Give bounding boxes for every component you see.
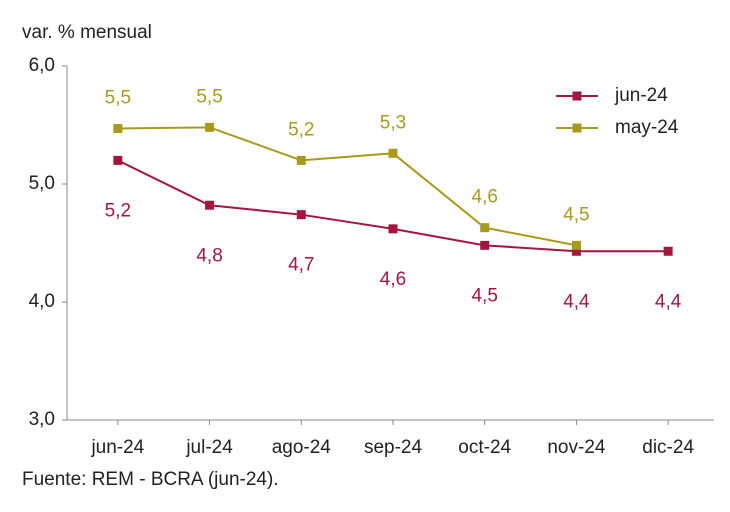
- data-point: [296, 155, 306, 165]
- legend-label: jun-24: [614, 85, 668, 106]
- data-point: [296, 210, 306, 220]
- data-point: [480, 223, 490, 233]
- data-label: 4,5: [472, 285, 498, 306]
- data-label: 5,2: [288, 119, 314, 140]
- x-tick-label: nov-24: [547, 437, 606, 458]
- data-label: 5,3: [380, 112, 406, 133]
- data-point: [205, 200, 215, 210]
- y-tick-label: 6,0: [29, 55, 55, 76]
- data-point: [388, 224, 398, 234]
- data-label: 4,7: [288, 255, 314, 276]
- x-tick-label: ago-24: [272, 437, 332, 458]
- data-point: [388, 148, 398, 158]
- y-tick-label: 5,0: [29, 173, 55, 194]
- data-label: 4,8: [196, 245, 222, 266]
- y-tick-label: 4,0: [29, 291, 55, 312]
- data-label: 5,5: [105, 88, 131, 109]
- x-tick-label: jul-24: [185, 437, 233, 458]
- legend-marker: [572, 123, 582, 133]
- data-label: 5,5: [196, 86, 222, 107]
- data-label: 4,6: [472, 187, 498, 208]
- data-point: [113, 124, 123, 134]
- x-tick-label: sep-24: [364, 437, 423, 458]
- legend-marker: [572, 91, 582, 101]
- x-tick-label: oct-24: [458, 437, 511, 458]
- data-point: [571, 240, 581, 250]
- data-point: [663, 246, 673, 256]
- data-label: 5,2: [105, 200, 131, 221]
- x-tick-label: jun-24: [90, 437, 144, 458]
- series-line: [117, 126, 577, 247]
- source-note: Fuente: REM - BCRA (jun-24).: [22, 469, 279, 490]
- data-point: [480, 240, 490, 250]
- data-point: [113, 155, 123, 165]
- data-label: 4,4: [563, 291, 590, 312]
- data-label: 4,5: [563, 204, 589, 225]
- data-point: [205, 122, 215, 132]
- data-point: [571, 246, 581, 256]
- data-label: 4,6: [380, 269, 406, 290]
- legend-label: may-24: [615, 117, 679, 138]
- data-label: 4,4: [655, 291, 682, 312]
- y-tick-label: 3,0: [29, 409, 55, 430]
- x-tick-label: dic-24: [642, 437, 694, 458]
- y-axis-title: var. % mensual: [22, 22, 152, 43]
